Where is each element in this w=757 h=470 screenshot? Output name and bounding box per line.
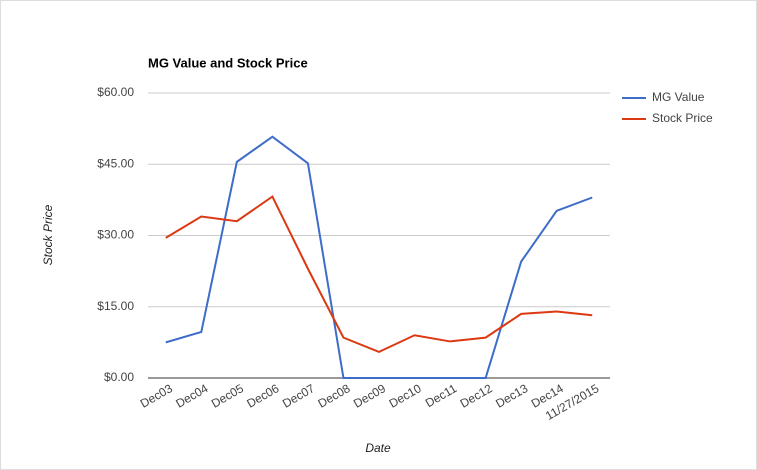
y-tick-label: $45.00	[97, 156, 134, 170]
y-tick-label: $60.00	[97, 85, 134, 99]
series-line	[165, 135, 593, 379]
legend-label: MG Value	[652, 90, 705, 104]
y-axis-title: Stock Price	[41, 204, 55, 265]
legend-label: Stock Price	[652, 111, 713, 125]
chart-title: MG Value and Stock Price	[148, 55, 308, 70]
y-tick-label: $0.00	[104, 370, 134, 384]
x-axis-title: Date	[365, 441, 391, 455]
y-tick-label: $30.00	[97, 228, 134, 242]
y-tick-label: $15.00	[97, 299, 134, 313]
series-line	[165, 195, 593, 353]
